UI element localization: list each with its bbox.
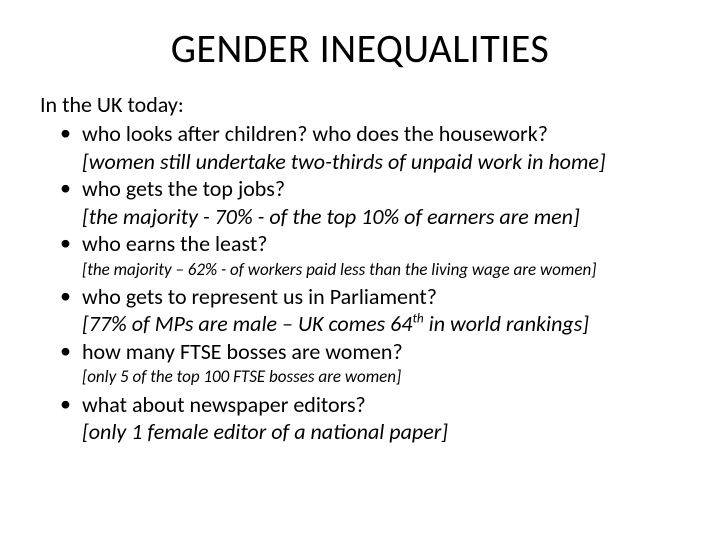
bullet-question: who gets to represent us in Parliament? bbox=[82, 283, 680, 311]
intro-text: In the UK today: bbox=[40, 91, 680, 118]
bullet-list: who looks after children? who does the h… bbox=[40, 120, 680, 446]
bullet-question: who gets the top jobs? bbox=[82, 175, 680, 203]
bullet-answer: [the majority - 70% - of the top 10% of … bbox=[82, 203, 680, 231]
bullet-item: how many FTSE bosses are women?[only 5 o… bbox=[82, 338, 680, 388]
bullet-item: who earns the least?[the majority – 62% … bbox=[82, 230, 680, 280]
bullet-item: what about newspaper editors?[only 1 fem… bbox=[82, 391, 680, 446]
bullet-item: who gets to represent us in Parliament?[… bbox=[82, 283, 680, 338]
bullet-question: who earns the least? bbox=[82, 230, 680, 258]
bullet-item: who looks after children? who does the h… bbox=[82, 120, 680, 175]
slide-title: GENDER INEQUALITIES bbox=[40, 24, 680, 73]
slide: GENDER INEQUALITIES In the UK today: who… bbox=[0, 0, 720, 540]
bullet-question: who looks after children? who does the h… bbox=[82, 120, 680, 148]
bullet-answer: [the majority – 62% - of workers paid le… bbox=[82, 259, 680, 280]
bullet-answer: [only 1 female editor of a national pape… bbox=[82, 418, 680, 446]
bullet-question: how many FTSE bosses are women? bbox=[82, 338, 680, 366]
bullet-answer: [77% of MPs are male – UK comes 64th in … bbox=[82, 310, 680, 338]
bullet-item: who gets the top jobs?[the majority - 70… bbox=[82, 175, 680, 230]
bullet-answer: [women still undertake two-thirds of unp… bbox=[82, 148, 680, 176]
bullet-question: what about newspaper editors? bbox=[82, 391, 680, 419]
bullet-answer: [only 5 of the top 100 FTSE bosses are w… bbox=[82, 366, 680, 387]
